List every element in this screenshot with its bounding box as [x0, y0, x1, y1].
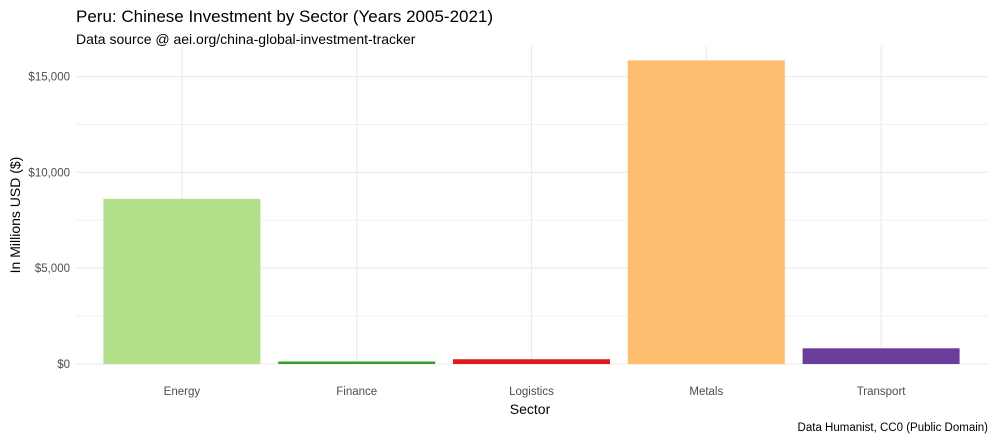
- y-tick-label: $0: [57, 359, 70, 371]
- bars: [103, 60, 960, 365]
- x-tick-label: Transport: [857, 386, 907, 398]
- x-tick-label: Energy: [164, 386, 201, 398]
- bar-transport: [802, 348, 960, 364]
- bar-metals: [627, 60, 785, 365]
- y-tick-label: $10,000: [28, 167, 70, 179]
- y-tick-label: $5,000: [35, 263, 70, 275]
- bar-finance: [278, 361, 436, 364]
- chart-subtitle: Data source @ aei.org/china-global-inves…: [76, 31, 416, 47]
- y-tick-label: $15,000: [28, 72, 70, 84]
- bar-energy: [103, 198, 261, 364]
- chart-title: Peru: Chinese Investment by Sector (Year…: [76, 7, 494, 26]
- x-tick-label: Metals: [689, 386, 723, 398]
- chart-caption: Data Humanist, CC0 (Public Domain): [797, 422, 988, 434]
- x-axis-tick-labels: Energy Finance Logistics Metals Transport: [164, 386, 907, 398]
- y-axis-tick-labels: $0 $5,000 $10,000 $15,000: [28, 72, 70, 371]
- x-axis-title: Sector: [510, 401, 551, 417]
- bar-logistics: [453, 359, 610, 364]
- x-tick-label: Finance: [336, 386, 377, 398]
- x-tick-label: Logistics: [509, 386, 554, 398]
- y-axis-title: In Millions USD ($): [7, 157, 23, 274]
